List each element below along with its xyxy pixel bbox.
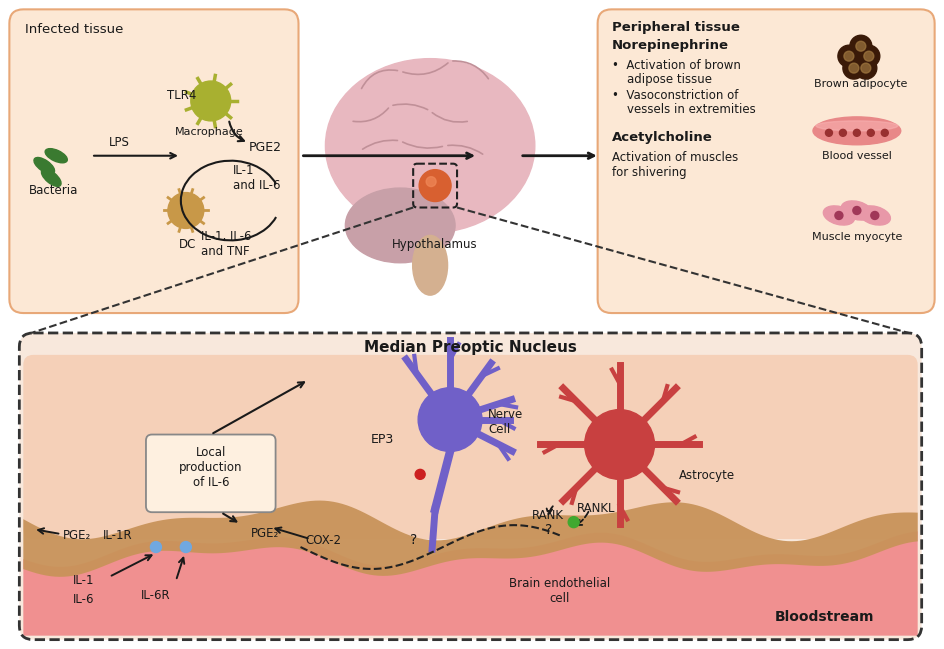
Ellipse shape	[812, 117, 900, 145]
Ellipse shape	[413, 236, 447, 295]
Circle shape	[843, 51, 853, 61]
Circle shape	[855, 42, 865, 51]
Circle shape	[863, 51, 873, 61]
Text: Peripheral tissue: Peripheral tissue	[611, 21, 739, 34]
Circle shape	[842, 57, 864, 79]
Text: •  Activation of brown: • Activation of brown	[611, 59, 740, 72]
Circle shape	[870, 212, 878, 219]
Text: ?: ?	[410, 533, 417, 547]
Circle shape	[849, 35, 871, 57]
Circle shape	[150, 541, 161, 552]
Ellipse shape	[42, 169, 61, 186]
Circle shape	[857, 45, 879, 67]
Text: PGE₂: PGE₂	[63, 529, 92, 542]
Text: vessels in extremities: vessels in extremities	[611, 103, 754, 116]
Circle shape	[191, 81, 230, 121]
Circle shape	[168, 193, 204, 228]
FancyBboxPatch shape	[145, 435, 276, 512]
Circle shape	[834, 212, 842, 219]
Text: •  Vasoconstriction of: • Vasoconstriction of	[611, 89, 737, 102]
Text: IL-1: IL-1	[73, 574, 94, 587]
Circle shape	[881, 129, 887, 136]
Text: Activation of muscles
for shivering: Activation of muscles for shivering	[611, 151, 737, 178]
Text: EP3: EP3	[370, 433, 393, 446]
Text: TLR4: TLR4	[167, 90, 196, 103]
Text: Median Preoptic Nucleus: Median Preoptic Nucleus	[363, 340, 576, 355]
Text: LPS: LPS	[109, 136, 130, 149]
Text: Hypothalamus: Hypothalamus	[392, 238, 478, 251]
Ellipse shape	[822, 206, 853, 225]
Text: PGE2: PGE2	[248, 141, 281, 154]
Text: PGE₂: PGE₂	[250, 527, 278, 540]
Text: COX-2: COX-2	[305, 534, 341, 547]
Ellipse shape	[858, 206, 889, 225]
Text: Local
production
of IL-6: Local production of IL-6	[178, 447, 243, 489]
Circle shape	[837, 45, 859, 67]
Text: Acetylcholine: Acetylcholine	[611, 131, 712, 144]
Text: Norepinephrine: Norepinephrine	[611, 39, 728, 52]
FancyBboxPatch shape	[597, 9, 934, 313]
Text: RANK: RANK	[531, 509, 564, 522]
FancyBboxPatch shape	[9, 9, 298, 313]
Text: IL-6: IL-6	[73, 593, 94, 606]
Circle shape	[825, 129, 832, 136]
Circle shape	[854, 57, 876, 79]
Circle shape	[567, 517, 579, 528]
Circle shape	[419, 169, 450, 202]
FancyBboxPatch shape	[24, 355, 917, 539]
Polygon shape	[24, 532, 917, 635]
Circle shape	[852, 129, 859, 136]
Ellipse shape	[840, 201, 871, 220]
Text: Bacteria: Bacteria	[29, 184, 78, 197]
Ellipse shape	[34, 158, 55, 174]
Circle shape	[417, 387, 481, 452]
Circle shape	[848, 63, 858, 73]
Text: Infected tissue: Infected tissue	[25, 23, 124, 36]
Circle shape	[414, 469, 425, 480]
Circle shape	[838, 129, 846, 136]
Circle shape	[584, 410, 654, 480]
Circle shape	[426, 177, 435, 187]
Text: Brain endothelial
cell: Brain endothelial cell	[509, 577, 610, 605]
Ellipse shape	[815, 121, 897, 131]
Text: ?: ?	[544, 523, 551, 537]
Text: Bloodstream: Bloodstream	[773, 609, 873, 624]
Text: IL-1, IL-6
and TNF: IL-1, IL-6 and TNF	[200, 230, 251, 258]
Text: Macrophage: Macrophage	[175, 127, 243, 137]
Ellipse shape	[325, 58, 534, 233]
Circle shape	[852, 206, 860, 214]
Text: Muscle myocyte: Muscle myocyte	[811, 232, 902, 242]
Text: Astrocyte: Astrocyte	[679, 469, 734, 482]
Polygon shape	[24, 500, 917, 577]
Text: IL-6R: IL-6R	[141, 589, 171, 602]
Text: adipose tissue: adipose tissue	[611, 73, 711, 86]
Text: Nerve
Cell: Nerve Cell	[487, 408, 523, 435]
FancyBboxPatch shape	[19, 333, 920, 640]
Text: RANKL: RANKL	[576, 502, 615, 515]
Circle shape	[180, 541, 191, 552]
Text: Brown adipocyte: Brown adipocyte	[814, 79, 906, 89]
Circle shape	[860, 63, 870, 73]
Text: DC: DC	[179, 238, 196, 251]
Ellipse shape	[45, 149, 67, 163]
Circle shape	[867, 129, 873, 136]
Text: IL-1R: IL-1R	[103, 529, 132, 542]
Text: Blood vessel: Blood vessel	[821, 151, 891, 161]
Ellipse shape	[345, 188, 455, 263]
Text: IL-1
and IL-6: IL-1 and IL-6	[232, 164, 280, 191]
